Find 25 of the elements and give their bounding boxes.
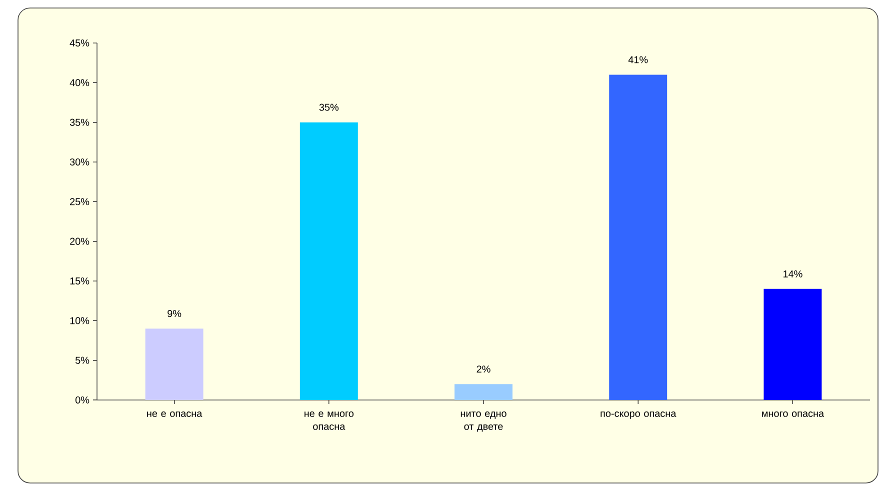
bar <box>609 74 668 400</box>
bar <box>145 328 204 400</box>
y-tick-label: 10% <box>70 317 90 324</box>
bar <box>300 122 358 400</box>
x-tick-label: не е много опасна <box>304 412 354 430</box>
x-tick-label: не е опасна <box>147 412 202 417</box>
y-tick-label: 20% <box>70 238 90 245</box>
data-label: 14% <box>784 270 802 278</box>
y-tick-label: 25% <box>70 198 90 206</box>
y-tick-label: 45% <box>70 39 90 46</box>
data-label: 41% <box>628 56 648 64</box>
y-tick-label: 15% <box>70 277 90 284</box>
data-label: 2% <box>476 366 490 373</box>
bar <box>764 288 822 400</box>
y-tick-label: 30% <box>70 158 90 166</box>
y-tick-label: 35% <box>70 118 90 126</box>
y-tick-label: 5% <box>75 356 90 364</box>
x-tick-label: много опасна <box>762 412 824 417</box>
data-label: 35% <box>319 104 339 111</box>
data-label: 9% <box>168 310 182 318</box>
x-tick-label: нито едно от двете <box>460 412 506 432</box>
y-tick-label: 0% <box>75 396 90 404</box>
x-tick-label: по-скоро опасна <box>600 412 676 419</box>
bar <box>454 384 512 400</box>
y-tick-label: 40% <box>70 79 90 86</box>
